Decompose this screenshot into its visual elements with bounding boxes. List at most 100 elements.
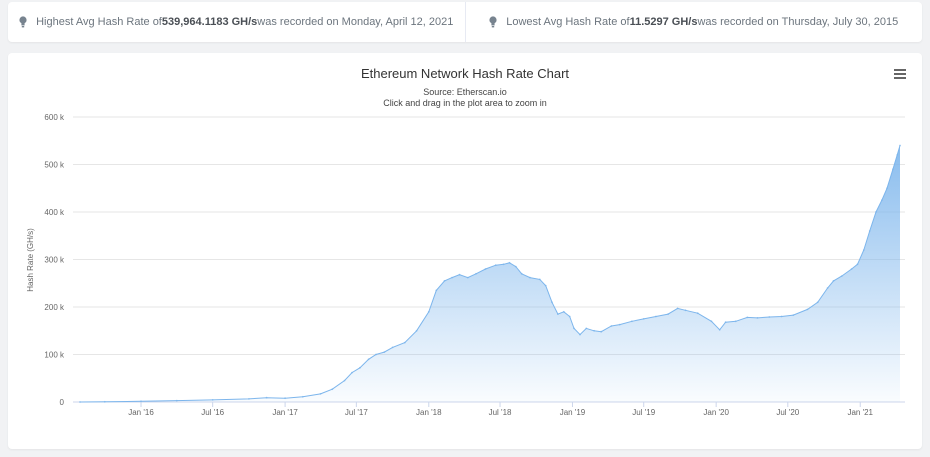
lowest-hash-rate-value: 11.5297 GH/s bbox=[629, 16, 698, 28]
hash-rate-data-point bbox=[734, 320, 737, 323]
chart-subtitle-source: Source: Etherscan.io bbox=[423, 87, 507, 97]
hash-rate-data-point bbox=[724, 321, 727, 324]
hash-rate-data-point bbox=[746, 316, 749, 319]
hash-rate-data-point bbox=[529, 276, 531, 279]
hash-rate-series-line bbox=[79, 145, 901, 403]
hash-rate-data-point bbox=[618, 323, 621, 326]
hash-rate-data-point bbox=[211, 399, 214, 401]
hash-rate-chart[interactable]: Ethereum Network Hash Rate Chart Source:… bbox=[8, 53, 922, 449]
hash-rate-data-point bbox=[850, 268, 853, 270]
hash-rate-data-point bbox=[508, 261, 511, 264]
hash-rate-data-point bbox=[792, 314, 795, 316]
x-tick-label: Jul '16 bbox=[201, 408, 224, 417]
hash-rate-data-point bbox=[458, 273, 461, 276]
hash-rate-data-point bbox=[551, 301, 553, 304]
hash-rate-data-point bbox=[520, 272, 523, 275]
hash-rate-data-point bbox=[562, 310, 565, 313]
x-tick-label: Jan '17 bbox=[272, 408, 298, 417]
x-tick-label: Jan '18 bbox=[416, 408, 442, 417]
hash-rate-data-point bbox=[868, 230, 871, 232]
hash-rate-data-point bbox=[484, 268, 487, 270]
hash-rate-data-point bbox=[331, 388, 334, 391]
hash-rate-data-point bbox=[79, 401, 81, 403]
lowest-stat-suffix: was recorded on Thursday, July 30, 2015 bbox=[697, 16, 899, 28]
hash-rate-data-point bbox=[806, 308, 809, 311]
hash-rate-data-point bbox=[875, 211, 877, 213]
x-tick-label: Jul '20 bbox=[776, 408, 799, 417]
hash-rate-data-point bbox=[642, 318, 645, 320]
hash-rate-data-point bbox=[502, 263, 505, 266]
hash-rate-area-fill bbox=[80, 145, 900, 402]
y-tick-label: 200 k bbox=[44, 303, 65, 312]
hash-rate-data-point bbox=[359, 366, 361, 369]
hash-rate-data-point bbox=[443, 280, 446, 282]
hash-rate-data-point bbox=[710, 320, 713, 323]
hash-rate-data-point bbox=[391, 346, 394, 349]
hash-rate-data-point bbox=[600, 330, 603, 333]
hash-rate-data-point bbox=[768, 316, 771, 318]
hash-rate-data-point bbox=[403, 341, 406, 344]
series-layer bbox=[79, 144, 901, 403]
lowest-hash-rate-stat: Lowest Avg Hash Rate of 11.5297 GH/s was… bbox=[464, 2, 923, 42]
y-tick-label: 300 k bbox=[44, 256, 65, 265]
lowest-stat-prefix: Lowest Avg Hash Rate of bbox=[506, 16, 630, 28]
hash-rate-data-point bbox=[756, 317, 759, 319]
hash-rate-data-point bbox=[494, 264, 497, 267]
hash-rate-data-point bbox=[544, 284, 547, 287]
hash-rate-data-point bbox=[514, 265, 517, 268]
y-axis-title: Hash Rate (GH/s) bbox=[26, 228, 35, 292]
x-tick-label: Jan '20 bbox=[703, 408, 729, 417]
hash-rate-data-point bbox=[343, 379, 346, 382]
hash-rate-data-point bbox=[375, 353, 377, 356]
hash-rate-data-point bbox=[840, 275, 843, 277]
hash-rate-data-point bbox=[265, 396, 268, 399]
x-tick-label: Jan '19 bbox=[560, 408, 586, 417]
x-tick-label: Jan '16 bbox=[128, 408, 154, 417]
hash-rate-data-point bbox=[655, 315, 657, 318]
chart-subtitle-zoom-hint: Click and drag in the plot area to zoom … bbox=[383, 98, 547, 108]
hash-rate-data-point bbox=[451, 276, 453, 279]
y-tick-label: 100 k bbox=[44, 351, 65, 360]
y-tick-label: 0 bbox=[60, 398, 65, 407]
hash-rate-data-point bbox=[780, 315, 783, 318]
lightbulb-icon bbox=[489, 16, 497, 28]
hash-rate-data-point bbox=[466, 276, 469, 279]
hash-rate-stats-bar: Highest Avg Hash Rate of 539,964.1183 GH… bbox=[8, 2, 922, 42]
hash-rate-data-point bbox=[367, 358, 370, 361]
chart-title: Ethereum Network Hash Rate Chart bbox=[361, 66, 569, 81]
highest-hash-rate-value: 539,964.1183 GH/s bbox=[161, 16, 258, 28]
y-tick-label: 400 k bbox=[44, 208, 65, 217]
hash-rate-data-point bbox=[684, 309, 687, 312]
y-axis-ticks: 0 100 k 200 k 300 k 400 k 500 k 600 k bbox=[44, 113, 65, 407]
hash-rate-data-point bbox=[696, 312, 699, 315]
hash-rate-data-point bbox=[826, 287, 829, 289]
hash-rate-data-point bbox=[856, 263, 859, 266]
hash-rate-data-point bbox=[718, 328, 721, 331]
hamburger-menu-icon[interactable] bbox=[892, 67, 908, 81]
hash-rate-data-point bbox=[579, 333, 581, 336]
x-tick-label: Jan '21 bbox=[847, 408, 873, 417]
hash-rate-data-point bbox=[383, 351, 386, 353]
hash-rate-data-point bbox=[610, 325, 613, 327]
chart-card: Ethereum Network Hash Rate Chart Source:… bbox=[8, 53, 922, 449]
hash-rate-data-point bbox=[896, 154, 899, 156]
x-tick-label: Jul '19 bbox=[632, 408, 655, 417]
highest-stat-prefix: Highest Avg Hash Rate of bbox=[36, 16, 162, 28]
hash-rate-data-point bbox=[284, 397, 286, 400]
hash-rate-data-point bbox=[862, 249, 865, 251]
x-tick-label: Jul '17 bbox=[345, 408, 368, 417]
x-axis-ticks: Jan '16 Jul '16 Jan '17 Jul '17 Jan '18 Jul '… bbox=[128, 408, 873, 417]
hash-rate-data-point bbox=[593, 329, 595, 332]
hash-rate-data-point bbox=[676, 307, 679, 310]
hash-rate-data-point bbox=[538, 278, 541, 281]
hash-rate-data-point bbox=[415, 329, 418, 332]
hash-rate-data-point bbox=[832, 280, 835, 282]
hash-rate-data-point bbox=[568, 315, 571, 318]
hash-rate-data-point bbox=[881, 199, 883, 202]
hash-rate-data-point bbox=[175, 399, 178, 402]
hash-rate-data-point bbox=[248, 398, 250, 400]
hash-rate-data-point bbox=[351, 371, 353, 374]
hash-rate-data-point bbox=[427, 310, 430, 313]
hash-rate-data-point bbox=[892, 168, 894, 171]
hash-rate-data-point bbox=[631, 320, 633, 323]
